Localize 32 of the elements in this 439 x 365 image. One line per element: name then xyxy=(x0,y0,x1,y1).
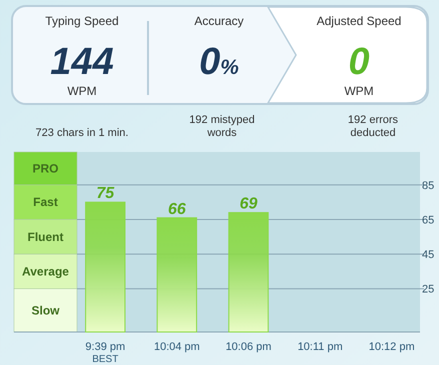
x-tick-label: 10:12 pm xyxy=(368,341,415,353)
text: 192 mistyped words xyxy=(189,114,255,139)
text: 0% xyxy=(199,41,239,83)
y-tick-label: 45 xyxy=(422,249,434,262)
data-label: 66 xyxy=(168,200,186,218)
text: 0 xyxy=(348,41,370,83)
bar xyxy=(85,202,126,332)
text: Slow xyxy=(31,303,60,318)
x-tick-label: 10:04 pm xyxy=(154,341,200,353)
text: WPM xyxy=(67,84,97,98)
text: Adjusted Speed xyxy=(316,14,402,28)
y-tick-label: 65 xyxy=(422,214,434,226)
text: 144 xyxy=(50,41,114,83)
y-tick-label: 25 xyxy=(422,284,434,296)
bar xyxy=(228,212,269,332)
y-tick-label: 85 xyxy=(422,180,434,192)
text: BEST xyxy=(92,354,118,365)
x-tick-label: 10:11 pm xyxy=(298,341,343,353)
data-label: 69 xyxy=(240,196,258,213)
text: 723 chars in 1 min. xyxy=(36,127,128,139)
data-label: 75 xyxy=(96,185,116,202)
text: WPM xyxy=(344,84,374,98)
text: Fast xyxy=(33,195,58,210)
text: Average xyxy=(22,264,70,278)
x-tick-label: 10:06 pm xyxy=(226,341,272,353)
text: 192 errors deducted xyxy=(348,114,399,139)
x-tick-label: 9:39 pm xyxy=(85,341,126,353)
text: Typing Speed xyxy=(45,14,119,28)
bar xyxy=(156,217,198,332)
text: PRO xyxy=(32,161,59,176)
text: Accuracy xyxy=(194,14,244,28)
text: Fluent xyxy=(28,230,64,244)
